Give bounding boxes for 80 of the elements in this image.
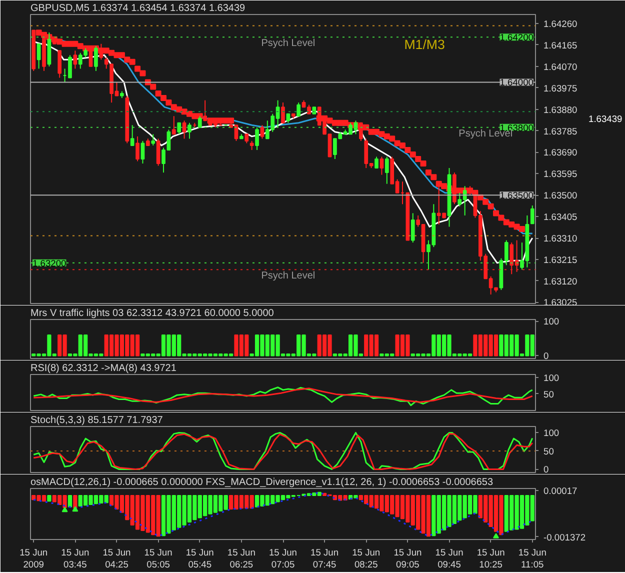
candlestick xyxy=(410,212,415,244)
x-tick-label: 15 Jun 11:05 xyxy=(518,548,546,570)
y-tick-label: 1.63690 xyxy=(544,148,578,158)
y-tick-label: 1.63880 xyxy=(544,104,578,115)
candlestick xyxy=(130,124,134,146)
annotation: Psych Level xyxy=(261,270,316,282)
x-tick-label: 15 Jun 09:05 xyxy=(394,548,422,570)
chart-title: osMACD(12,26,1) -0.000665 0.000000 FXS_MACD_Divergence_v1.1(12, 26, 1) -0.0006653 -0.0006653 xyxy=(30,477,494,488)
candlestick xyxy=(156,138,160,166)
annotation: M1/M3 xyxy=(404,37,445,52)
y-tick-label: 0 xyxy=(544,464,549,475)
candlestick xyxy=(36,43,41,70)
ref-line-label: 1.63500 xyxy=(500,190,534,201)
y-tick-label: 50 xyxy=(544,446,554,456)
y-tick-label: 50 xyxy=(544,389,554,400)
candlestick xyxy=(182,120,186,140)
chart-title: GBPUSD,M5 1.63374 1.63454 1.63374 1.63439 xyxy=(30,3,246,14)
point xyxy=(62,506,68,512)
y-tick-label: -0.001372 xyxy=(544,532,586,542)
candlestick xyxy=(136,136,140,162)
candlestick xyxy=(374,156,378,169)
candlestick xyxy=(286,113,290,124)
candlestick xyxy=(172,116,176,135)
annotation: Psych Level xyxy=(261,38,316,50)
candlestick xyxy=(68,54,72,78)
candlestick xyxy=(244,134,249,144)
y-tick-label: 1.64165 xyxy=(544,40,578,50)
point xyxy=(72,506,78,512)
candlestick xyxy=(151,134,156,146)
y-tick-label: 1.64260 xyxy=(544,19,578,30)
x-tick-label: 15 Jun 04:25 xyxy=(102,548,131,570)
candlestick xyxy=(380,156,384,176)
line-series xyxy=(32,492,534,537)
y-tick-label: 1.63120 xyxy=(544,276,578,286)
x-tick-label: 15 Jun 03:45 xyxy=(61,548,90,570)
y-tick-label: 1.63215 xyxy=(544,254,578,265)
x-tick-label: 15 Jun 10:25 xyxy=(476,548,505,570)
y-tick-label: 0 xyxy=(544,351,549,362)
line-series xyxy=(32,388,534,403)
y-tick-label: 1.63500 xyxy=(544,190,578,201)
text: 1.63439 xyxy=(588,114,622,124)
y-tick-label: 1.63310 xyxy=(544,234,578,244)
candlestick xyxy=(384,156,389,184)
candlestick xyxy=(281,102,285,124)
x-tick-label: 15 Jun 07:05 xyxy=(268,548,298,570)
y-tick-label: 1.63785 xyxy=(544,126,578,136)
y-tick-label: 100 xyxy=(544,428,560,438)
ref-line-label: 1.64200 xyxy=(500,32,534,43)
ref-line-label: 1.63200 xyxy=(32,258,66,268)
y-tick-label: 1.63975 xyxy=(544,83,578,94)
candlestick xyxy=(296,102,301,117)
y-tick-label: 1.63405 xyxy=(544,212,578,222)
line-series xyxy=(32,386,534,406)
x-tick-label: 15 Jun 07:45 xyxy=(310,548,339,570)
candlestick xyxy=(188,122,192,140)
chart-title: Stoch(5,3,3) 85.1577 71.7937 xyxy=(30,415,164,426)
x-tick-label: 15 Jun 05:45 xyxy=(186,548,214,570)
x-tick-label: 15 Jun 06:25 xyxy=(227,548,256,570)
y-tick-label: 0.00017 xyxy=(544,486,578,496)
candlestick xyxy=(73,50,78,70)
candlestick xyxy=(250,140,254,150)
candlestick xyxy=(260,124,264,140)
y-tick-label: 1.63595 xyxy=(544,169,578,180)
y-tick-label: 100 xyxy=(544,373,560,384)
x-tick-label: 15 Jun 08:25 xyxy=(352,548,380,570)
candlestick xyxy=(530,205,534,224)
x-tick-label: 15 Jun 05:05 xyxy=(144,548,172,570)
candlestick xyxy=(255,126,259,150)
point xyxy=(493,533,500,538)
x-tick-label: 15 Jun 2009 xyxy=(20,548,48,570)
candlestick xyxy=(94,46,98,72)
candlestick xyxy=(140,140,145,164)
ref-line-label: 1.64000 xyxy=(500,78,534,88)
candlestick xyxy=(177,122,182,135)
chart-title: Mrs V traffic lights 03 62.3312 43.9721 60.0000 5.0000 xyxy=(30,308,274,319)
candlestick xyxy=(58,50,62,78)
chart-title: RSI(8) 62.3312 ->MA(8) 43.9721 xyxy=(30,363,177,374)
y-tick-label: 100 xyxy=(544,316,560,327)
x-tick-label: 15 Jun 09:45 xyxy=(435,548,464,570)
y-tick-label: 1.64070 xyxy=(544,62,578,72)
